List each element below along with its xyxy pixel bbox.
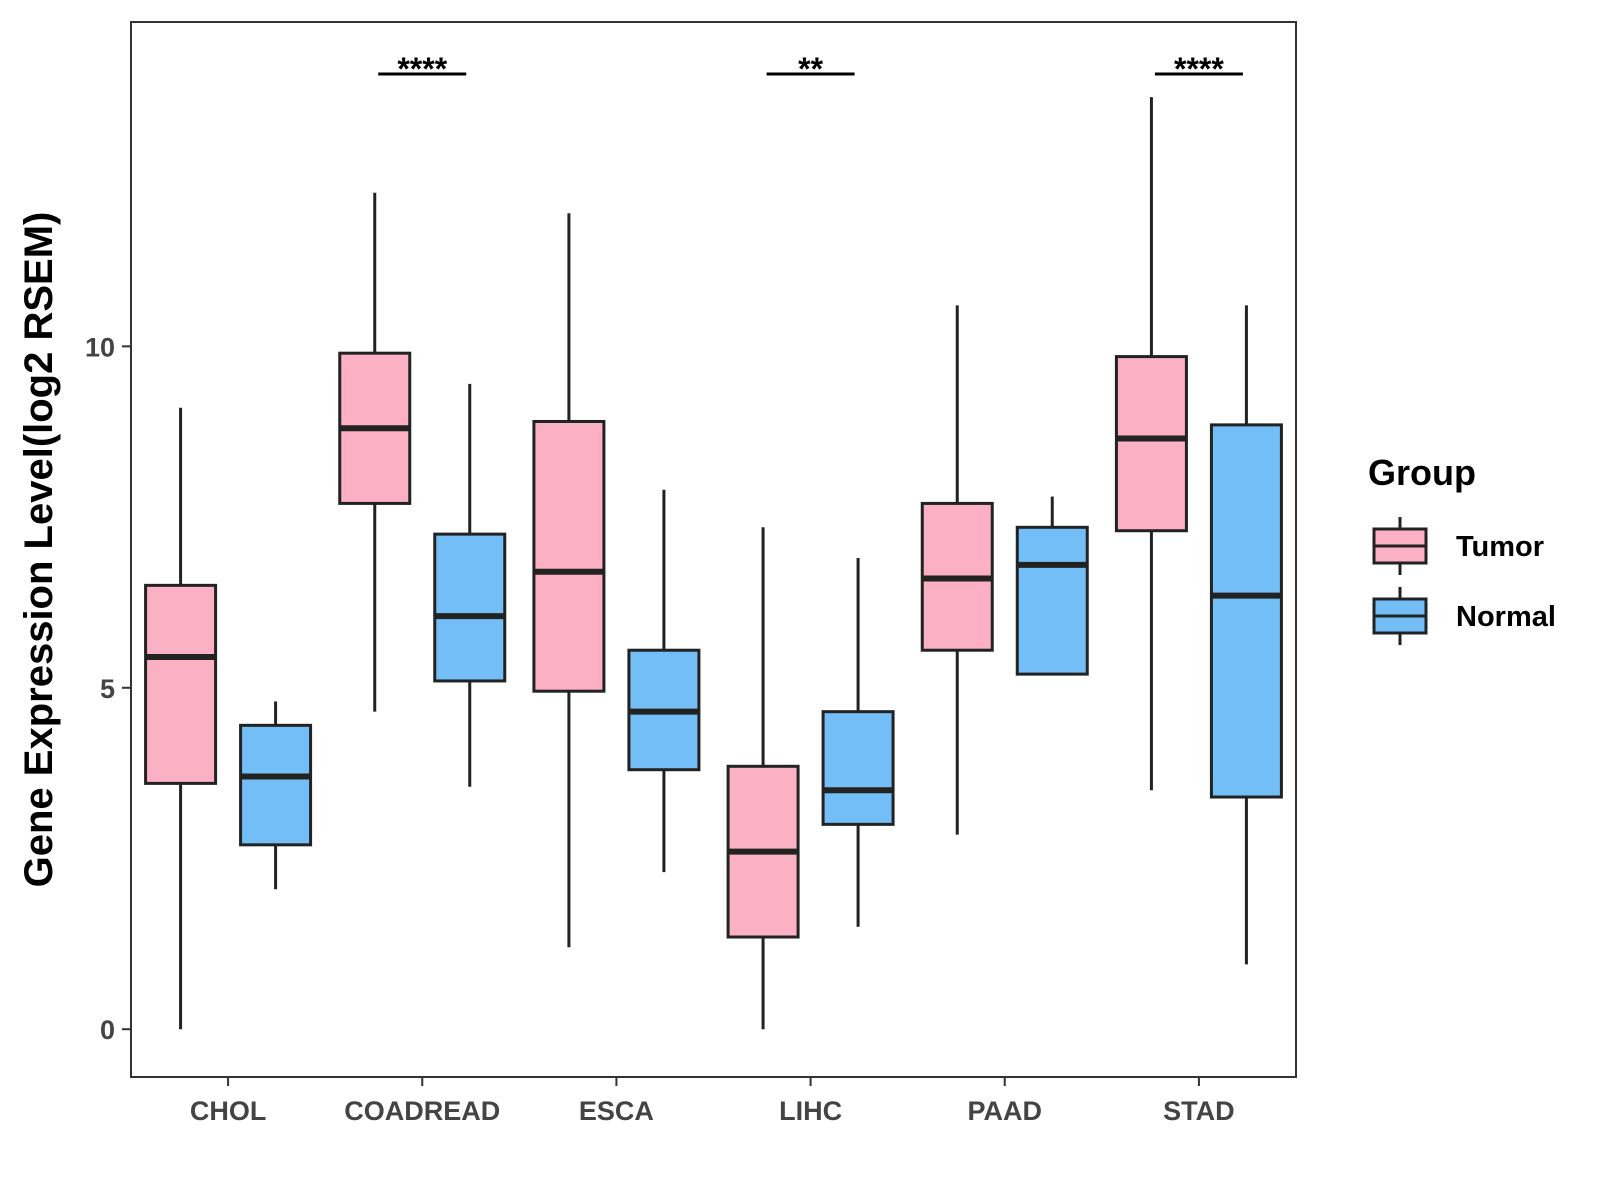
box-tumor-paad	[920, 305, 994, 835]
iqr-box	[1015, 525, 1089, 676]
significance-layer: **** ** ****	[378, 51, 1243, 87]
box-tumor-chol	[144, 407, 218, 1030]
iqr-box	[821, 710, 895, 826]
x-tick-label: STAD	[1163, 1096, 1235, 1126]
x-tick-label: ESCA	[579, 1096, 654, 1126]
box-normal-lihc	[821, 558, 895, 927]
box-tumor-lihc	[726, 527, 800, 1030]
legend-label: Normal	[1456, 601, 1556, 633]
boxes-layer	[144, 97, 1283, 1030]
y-tick-label: 0	[100, 1015, 115, 1045]
legend-label: Tumor	[1456, 531, 1544, 563]
y-tick-label: 10	[85, 332, 115, 362]
x-tick-label: CHOL	[190, 1096, 267, 1126]
legend-entry-tumor: Tumor	[1372, 517, 1544, 575]
iqr-box	[144, 583, 218, 785]
legend-title: Group	[1368, 452, 1476, 493]
iqr-box	[433, 532, 507, 683]
significance-label: **	[798, 51, 823, 87]
box-normal-coadread	[433, 383, 507, 787]
box-tumor-esca	[532, 213, 606, 948]
iqr-box	[1209, 423, 1283, 799]
box-tumor-stad	[1114, 97, 1188, 791]
legend-entry-normal: Normal	[1372, 587, 1556, 645]
significance-label: ****	[1174, 51, 1224, 87]
box-normal-chol	[239, 701, 313, 890]
x-tick-label: LIHC	[779, 1096, 842, 1126]
box-normal-paad	[1015, 496, 1089, 676]
x-tick-label: COADREAD	[344, 1096, 500, 1126]
box-normal-esca	[627, 489, 701, 873]
box-tumor-coadread	[338, 192, 412, 712]
iqr-box	[1114, 355, 1188, 533]
y-axis-title: Gene Expression Level(log2 RSEM)	[17, 212, 61, 888]
y-axis-title-wrap: Gene Expression Level(log2 RSEM)	[17, 212, 61, 888]
box-normal-stad	[1209, 305, 1283, 965]
plot-panel-border	[130, 21, 1297, 1078]
legend: Group Tumor Normal	[1368, 452, 1556, 645]
x-axis: CHOL COADREAD ESCA LIHC PAAD STAD	[190, 1077, 1235, 1126]
x-tick-label: PAAD	[967, 1096, 1042, 1126]
y-tick-label: 5	[100, 674, 115, 704]
iqr-box	[239, 723, 313, 847]
iqr-box	[532, 419, 606, 693]
significance-label: ****	[397, 51, 447, 87]
y-axis: 0 5 10	[85, 332, 131, 1045]
